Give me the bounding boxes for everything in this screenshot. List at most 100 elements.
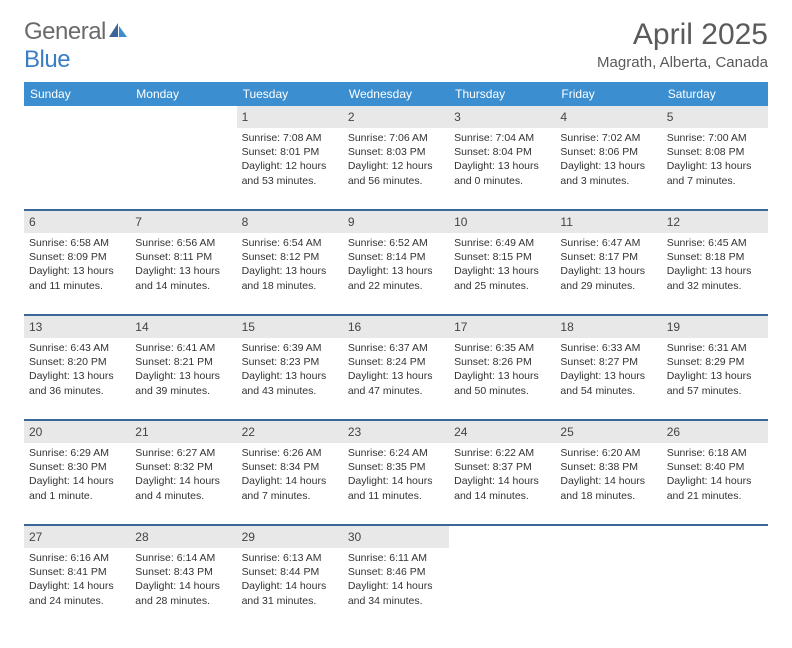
calendar-table: SundayMondayTuesdayWednesdayThursdayFrid… (24, 82, 768, 630)
day-cell: Sunrise: 6:22 AMSunset: 8:37 PMDaylight:… (449, 443, 555, 525)
day-number-cell: 30 (343, 525, 449, 548)
day-number-cell: 9 (343, 210, 449, 233)
day-number-cell: 4 (555, 106, 661, 128)
day-number: 30 (348, 530, 361, 544)
day-number-cell: 10 (449, 210, 555, 233)
day-cell: Sunrise: 6:45 AMSunset: 8:18 PMDaylight:… (662, 233, 768, 315)
day-cell: Sunrise: 6:24 AMSunset: 8:35 PMDaylight:… (343, 443, 449, 525)
day-cell: Sunrise: 7:04 AMSunset: 8:04 PMDaylight:… (449, 128, 555, 210)
day-cell: Sunrise: 6:14 AMSunset: 8:43 PMDaylight:… (130, 548, 236, 630)
day-number: 4 (560, 110, 567, 124)
day-cell: Sunrise: 6:47 AMSunset: 8:17 PMDaylight:… (555, 233, 661, 315)
day-number-cell: 29 (237, 525, 343, 548)
day-number: 12 (667, 215, 680, 229)
day-number: 27 (29, 530, 42, 544)
day-info: Sunrise: 6:33 AMSunset: 8:27 PMDaylight:… (560, 341, 656, 398)
header: GeneralBlue April 2025 Magrath, Alberta,… (24, 18, 768, 74)
location-label: Magrath, Alberta, Canada (597, 54, 768, 71)
day-info: Sunrise: 6:27 AMSunset: 8:32 PMDaylight:… (135, 446, 231, 503)
day-cell: Sunrise: 6:56 AMSunset: 8:11 PMDaylight:… (130, 233, 236, 315)
day-cell (24, 128, 130, 210)
day-cell: Sunrise: 6:43 AMSunset: 8:20 PMDaylight:… (24, 338, 130, 420)
day-number-cell: 20 (24, 420, 130, 443)
day-info: Sunrise: 7:08 AMSunset: 8:01 PMDaylight:… (242, 131, 338, 188)
day-number: 13 (29, 320, 42, 334)
brand-part2: Blue (24, 46, 70, 73)
day-number-cell: 19 (662, 315, 768, 338)
day-number: 19 (667, 320, 680, 334)
day-number-cell: 21 (130, 420, 236, 443)
day-info: Sunrise: 6:14 AMSunset: 8:43 PMDaylight:… (135, 551, 231, 608)
day-number-cell: 1 (237, 106, 343, 128)
day-info: Sunrise: 6:20 AMSunset: 8:38 PMDaylight:… (560, 446, 656, 503)
day-cell: Sunrise: 6:41 AMSunset: 8:21 PMDaylight:… (130, 338, 236, 420)
day-cell: Sunrise: 6:52 AMSunset: 8:14 PMDaylight:… (343, 233, 449, 315)
day-number: 16 (348, 320, 361, 334)
day-number: 24 (454, 425, 467, 439)
day-info: Sunrise: 6:49 AMSunset: 8:15 PMDaylight:… (454, 236, 550, 293)
day-cell: Sunrise: 7:06 AMSunset: 8:03 PMDaylight:… (343, 128, 449, 210)
weekday-header: Thursday (449, 82, 555, 106)
day-number-cell: 26 (662, 420, 768, 443)
weekday-header: Wednesday (343, 82, 449, 106)
day-cell: Sunrise: 6:11 AMSunset: 8:46 PMDaylight:… (343, 548, 449, 630)
day-number: 9 (348, 215, 355, 229)
day-cell (662, 548, 768, 630)
day-number-cell (24, 106, 130, 128)
day-number: 18 (560, 320, 573, 334)
day-number: 10 (454, 215, 467, 229)
weekday-header: Sunday (24, 82, 130, 106)
day-number-cell: 13 (24, 315, 130, 338)
weekday-header: Friday (555, 82, 661, 106)
day-number-cell: 8 (237, 210, 343, 233)
day-number: 1 (242, 110, 249, 124)
day-number-cell: 22 (237, 420, 343, 443)
day-info: Sunrise: 6:13 AMSunset: 8:44 PMDaylight:… (242, 551, 338, 608)
day-cell: Sunrise: 6:29 AMSunset: 8:30 PMDaylight:… (24, 443, 130, 525)
weekday-header: Monday (130, 82, 236, 106)
day-number-cell (449, 525, 555, 548)
day-cell: Sunrise: 6:49 AMSunset: 8:15 PMDaylight:… (449, 233, 555, 315)
day-info: Sunrise: 6:56 AMSunset: 8:11 PMDaylight:… (135, 236, 231, 293)
day-number-cell: 6 (24, 210, 130, 233)
day-number: 15 (242, 320, 255, 334)
day-number: 29 (242, 530, 255, 544)
day-info: Sunrise: 7:00 AMSunset: 8:08 PMDaylight:… (667, 131, 763, 188)
day-number: 21 (135, 425, 148, 439)
day-cell: Sunrise: 6:16 AMSunset: 8:41 PMDaylight:… (24, 548, 130, 630)
day-cell: Sunrise: 6:13 AMSunset: 8:44 PMDaylight:… (237, 548, 343, 630)
day-number-cell: 7 (130, 210, 236, 233)
day-number-cell: 5 (662, 106, 768, 128)
day-cell: Sunrise: 6:35 AMSunset: 8:26 PMDaylight:… (449, 338, 555, 420)
weekday-header: Tuesday (237, 82, 343, 106)
day-number: 28 (135, 530, 148, 544)
day-cell (449, 548, 555, 630)
day-number-cell: 24 (449, 420, 555, 443)
brand-logo: GeneralBlue (24, 18, 130, 74)
day-cell: Sunrise: 6:33 AMSunset: 8:27 PMDaylight:… (555, 338, 661, 420)
day-info: Sunrise: 6:11 AMSunset: 8:46 PMDaylight:… (348, 551, 444, 608)
day-number-cell: 3 (449, 106, 555, 128)
day-info: Sunrise: 6:47 AMSunset: 8:17 PMDaylight:… (560, 236, 656, 293)
day-number: 2 (348, 110, 355, 124)
day-info: Sunrise: 7:02 AMSunset: 8:06 PMDaylight:… (560, 131, 656, 188)
day-number-cell: 23 (343, 420, 449, 443)
day-number: 17 (454, 320, 467, 334)
brand-part1: General (24, 18, 106, 45)
day-cell: Sunrise: 7:08 AMSunset: 8:01 PMDaylight:… (237, 128, 343, 210)
day-number: 6 (29, 215, 36, 229)
day-cell: Sunrise: 6:39 AMSunset: 8:23 PMDaylight:… (237, 338, 343, 420)
day-info: Sunrise: 6:18 AMSunset: 8:40 PMDaylight:… (667, 446, 763, 503)
day-info: Sunrise: 6:54 AMSunset: 8:12 PMDaylight:… (242, 236, 338, 293)
day-info: Sunrise: 6:58 AMSunset: 8:09 PMDaylight:… (29, 236, 125, 293)
day-number: 14 (135, 320, 148, 334)
day-info: Sunrise: 7:06 AMSunset: 8:03 PMDaylight:… (348, 131, 444, 188)
day-number: 20 (29, 425, 42, 439)
day-cell: Sunrise: 6:37 AMSunset: 8:24 PMDaylight:… (343, 338, 449, 420)
day-info: Sunrise: 6:45 AMSunset: 8:18 PMDaylight:… (667, 236, 763, 293)
day-info: Sunrise: 6:41 AMSunset: 8:21 PMDaylight:… (135, 341, 231, 398)
day-cell: Sunrise: 7:02 AMSunset: 8:06 PMDaylight:… (555, 128, 661, 210)
day-info: Sunrise: 6:43 AMSunset: 8:20 PMDaylight:… (29, 341, 125, 398)
day-number: 8 (242, 215, 249, 229)
day-number-cell: 11 (555, 210, 661, 233)
